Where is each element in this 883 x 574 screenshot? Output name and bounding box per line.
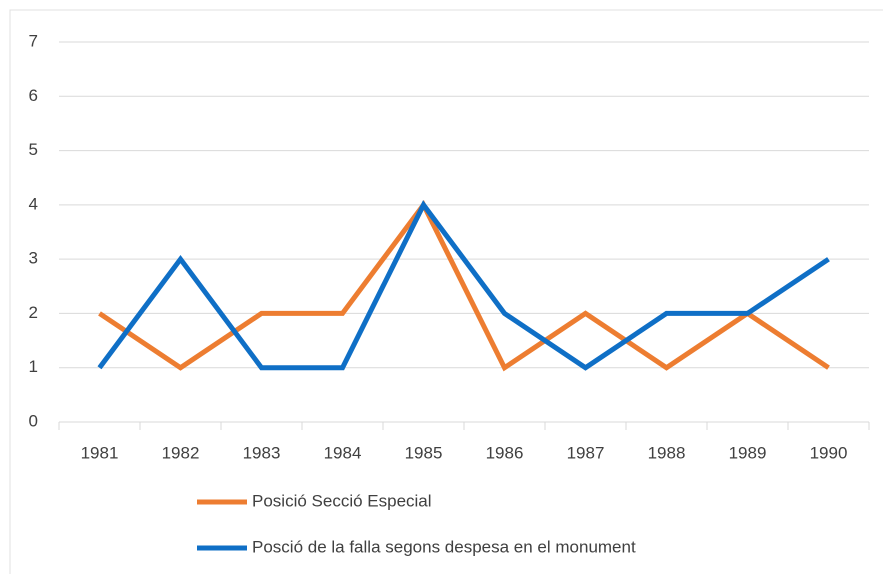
x-tick-label: 1984 [324,443,362,462]
x-tick-label: 1988 [648,443,686,462]
y-tick-label: 4 [29,194,38,213]
x-tick-label: 1989 [729,443,767,462]
legend-label: Posició Secció Especial [252,491,432,510]
x-tick-label: 1982 [162,443,200,462]
series-line [98,200,830,372]
y-tick-label: 2 [29,303,38,322]
y-tick-label: 7 [29,31,38,50]
legend-label: Posció de la falla segons despesa en el … [252,537,636,556]
x-tick-label: 1981 [81,443,119,462]
x-tick-label: 1990 [810,443,848,462]
x-tick-label: 1987 [567,443,605,462]
series-line [97,200,830,371]
y-tick-label: 1 [29,357,38,376]
x-tick-label: 1985 [405,443,443,462]
y-tick-label: 0 [29,411,38,430]
y-tick-label: 3 [29,249,38,268]
y-tick-label: 6 [29,86,38,105]
y-tick-label: 5 [29,140,38,159]
chart-frame [9,9,883,574]
x-tick-label: 1986 [486,443,524,462]
x-tick-label: 1983 [243,443,281,462]
